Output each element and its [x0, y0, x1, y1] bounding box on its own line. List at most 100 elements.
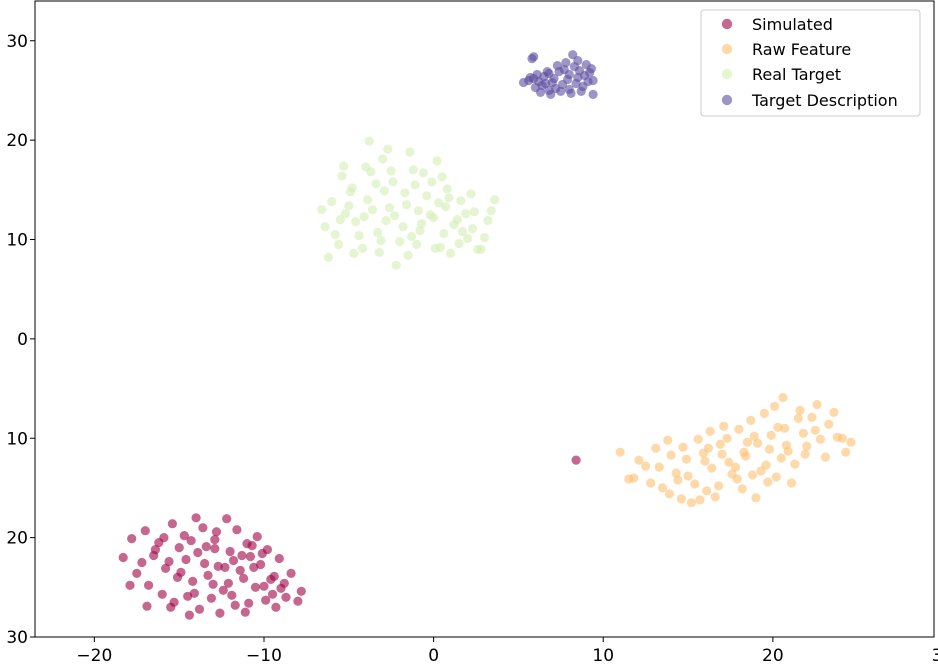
point-simulated — [161, 563, 171, 574]
point-raw-feature — [693, 434, 703, 444]
point-simulated — [227, 590, 237, 600]
axis-ticks: −20 −10 0 10 20 30 30 20 10 0 10 20 30 — [6, 32, 938, 666]
point-raw-feature — [666, 450, 676, 460]
point-simulated — [166, 602, 176, 612]
point-raw-feature — [742, 437, 753, 447]
point-real-target — [379, 186, 389, 196]
point-simulated — [223, 578, 233, 588]
point-real-target — [473, 244, 483, 254]
point-real-target — [359, 212, 369, 222]
point-simulated — [200, 558, 210, 569]
point-simulated — [208, 579, 218, 589]
point-real-target — [386, 166, 396, 176]
point-raw-feature — [783, 446, 793, 456]
point-real-target — [466, 189, 476, 199]
point-raw-feature — [707, 463, 717, 473]
point-target-description — [586, 64, 597, 74]
point-real-target — [383, 144, 393, 154]
point-real-target — [413, 206, 423, 216]
point-real-target — [398, 222, 408, 232]
point-simulated — [191, 513, 201, 523]
point-raw-feature — [751, 493, 761, 503]
legend: Simulated Raw Feature Real Target Target… — [700, 9, 921, 117]
point-simulated — [257, 548, 267, 559]
legend-label-simulated: Simulated — [752, 15, 833, 34]
point-simulated — [144, 580, 154, 590]
point-raw-feature — [829, 407, 839, 417]
legend-label-target-description: Target Description — [751, 91, 898, 110]
point-real-target — [401, 200, 412, 210]
point-real-target — [371, 179, 381, 189]
point-raw-feature — [771, 472, 781, 482]
point-simulated — [230, 600, 240, 610]
point-real-target — [437, 172, 447, 182]
point-target-description — [542, 67, 552, 77]
point-target-description — [566, 88, 576, 98]
point-simulated — [186, 536, 196, 546]
point-simulated — [281, 592, 291, 602]
point-raw-feature — [759, 408, 770, 418]
x-tick-label: 30 — [932, 646, 938, 666]
point-raw-feature — [798, 428, 809, 438]
point-real-target — [366, 167, 376, 177]
point-simulated — [293, 596, 303, 606]
point-simulated — [274, 553, 284, 564]
point-real-target — [462, 233, 473, 244]
point-real-target — [456, 196, 466, 206]
point-target-description — [563, 74, 573, 85]
point-real-target — [490, 195, 500, 205]
point-target-description — [556, 86, 566, 96]
point-target-description — [583, 76, 593, 87]
legend-marker-target-description — [721, 94, 733, 106]
point-real-target — [405, 147, 415, 157]
point-simulated — [225, 546, 235, 557]
point-real-target — [339, 161, 349, 171]
point-real-target — [354, 230, 364, 241]
point-real-target — [442, 184, 452, 194]
point-simulated — [201, 542, 211, 552]
point-real-target — [469, 207, 479, 217]
points-layer — [118, 50, 856, 620]
point-simulated — [132, 568, 142, 579]
point-simulated — [232, 525, 242, 535]
point-simulated — [179, 531, 189, 541]
y-tick-label: 30 — [6, 628, 28, 648]
point-raw-feature — [807, 412, 817, 422]
point-raw-feature — [664, 489, 675, 499]
point-real-target — [345, 187, 356, 197]
point-raw-feature — [700, 456, 710, 466]
y-tick-label: 0 — [17, 330, 28, 350]
point-raw-feature — [695, 495, 705, 505]
series-real-target — [317, 136, 500, 270]
point-simulated — [210, 544, 220, 554]
point-raw-feature — [702, 486, 712, 496]
point-target-description — [546, 89, 556, 99]
point-simulated — [181, 554, 191, 565]
point-target-description — [573, 72, 583, 83]
point-real-target — [344, 201, 354, 211]
point-real-target — [378, 154, 388, 164]
point-real-target — [351, 217, 361, 227]
point-raw-feature — [841, 447, 851, 457]
legend-label-real-target: Real Target — [752, 65, 841, 84]
point-simulated — [174, 543, 184, 553]
point-real-target — [479, 232, 490, 243]
point-raw-feature — [746, 415, 756, 425]
point-simulated — [261, 595, 271, 605]
point-real-target — [376, 235, 386, 246]
point-raw-feature — [641, 461, 651, 471]
point-raw-feature — [690, 479, 700, 489]
y-tick-label: 10 — [6, 231, 28, 251]
point-simulated — [240, 607, 250, 617]
point-real-target — [452, 215, 462, 225]
point-raw-feature — [715, 439, 725, 449]
legend-box — [700, 9, 921, 117]
point-raw-feature — [837, 433, 848, 443]
point-raw-feature — [737, 484, 747, 494]
series-target-description — [518, 50, 598, 99]
point-raw-feature — [802, 441, 812, 451]
point-raw-feature — [812, 399, 822, 410]
point-simulated — [203, 570, 213, 581]
point-simulated — [222, 514, 232, 524]
point-raw-feature — [786, 478, 797, 488]
